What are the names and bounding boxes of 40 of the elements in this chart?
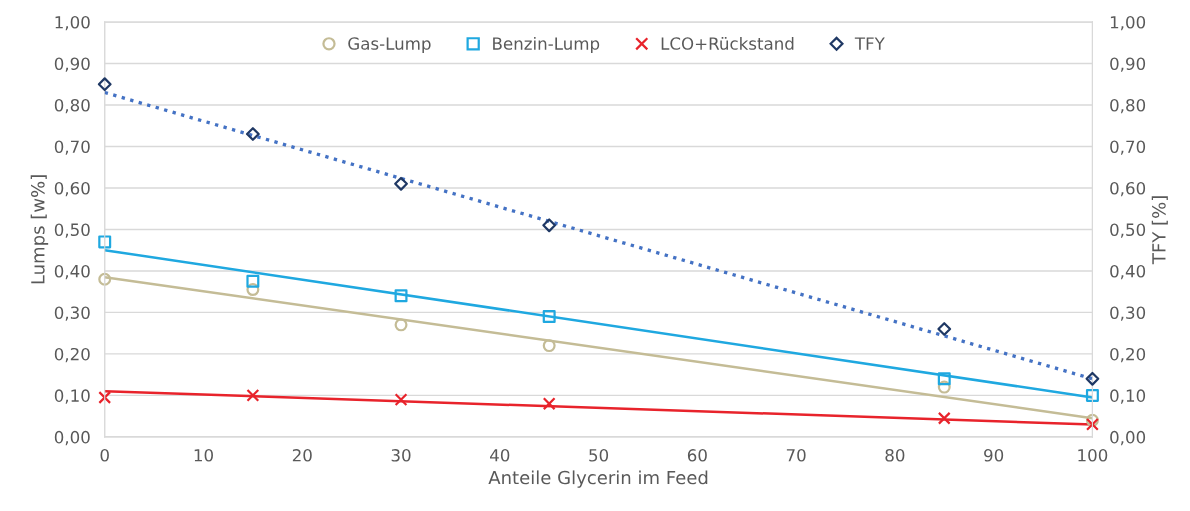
- y2-tick-label: 0,50: [1110, 223, 1146, 238]
- y2-tick-label: 0,00: [1110, 430, 1146, 446]
- x-tick-label: 80: [885, 449, 905, 462]
- x-tick-label: 60: [687, 449, 707, 462]
- y-tick-label: 0,60: [54, 181, 90, 197]
- y2-tick-label: 0,70: [1110, 140, 1146, 155]
- y2-tick-label: 0,90: [1110, 57, 1146, 72]
- x-tick-label: 100: [1078, 449, 1108, 462]
- y-tick-label: 0,70: [54, 140, 90, 155]
- y-tick-label: 0,30: [54, 306, 90, 321]
- x-axis-title: Anteile Glycerin im Feed: [488, 470, 708, 488]
- y-axis-title: Lumps [w%]: [30, 175, 49, 284]
- y-tick-label: 0,00: [54, 430, 90, 446]
- x-tick-label: 30: [391, 449, 411, 462]
- y-tick-label: 0,20: [54, 347, 90, 363]
- legend-label: Benzin-Lump: [493, 36, 600, 54]
- x-tick-label: 40: [490, 449, 510, 462]
- legend-label: LCO+Rückstand: [661, 36, 794, 50]
- x-tick-label: 20: [292, 449, 312, 462]
- y2-tick-label: 0,60: [1110, 181, 1146, 197]
- x-tick-label: 90: [984, 449, 1004, 462]
- y2-tick-label: 1,00: [1110, 15, 1146, 31]
- legend-label: TFY: [854, 37, 885, 50]
- y2-tick-label: 0,10: [1110, 389, 1146, 404]
- x-tick-label: 50: [589, 449, 609, 462]
- x-tick-label: 70: [786, 449, 806, 462]
- y2-tick-label: 0,20: [1110, 347, 1146, 363]
- y-tick-label: 0,10: [54, 389, 90, 404]
- y-tick-label: 0,40: [54, 264, 90, 280]
- y2-tick-label: 0,30: [1110, 306, 1146, 321]
- y-tick-label: 0,90: [54, 57, 90, 72]
- y-tick-label: 0,50: [54, 223, 90, 238]
- y-tick-label: 1,00: [55, 15, 90, 31]
- y-tick-label: 0,80: [54, 98, 90, 114]
- y2-tick-label: 0,40: [1110, 264, 1146, 280]
- y2-axis-title: TFY [%]: [1151, 196, 1168, 265]
- legend-label: Gas-Lump: [348, 37, 431, 54]
- y2-tick-label: 0,80: [1110, 98, 1146, 114]
- x-tick-label: 0: [100, 449, 109, 462]
- x-tick-label: 10: [194, 449, 213, 462]
